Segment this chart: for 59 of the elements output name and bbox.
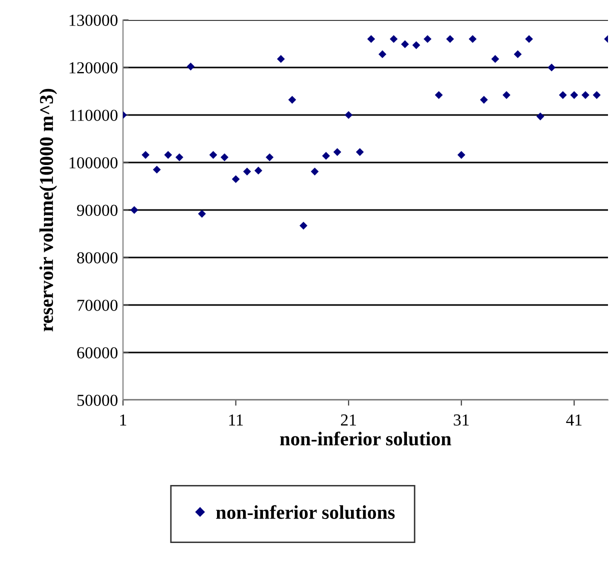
x-tick-label: 41 [566, 414, 582, 426]
point [232, 175, 240, 184]
point [401, 40, 409, 48]
point [378, 50, 386, 58]
point [570, 91, 578, 99]
point [254, 166, 262, 175]
x-axis-title: non-inferior solution [280, 432, 452, 446]
y-tick-label: 90000 [77, 204, 118, 216]
point [175, 153, 184, 162]
point [536, 112, 544, 120]
y-tick-label: 110000 [70, 110, 118, 121]
y-tick-label: 80000 [77, 252, 118, 264]
point [468, 35, 477, 43]
point [480, 96, 488, 104]
y-tick-label: 130000 [70, 14, 118, 26]
x-tick-label: 31 [454, 414, 469, 426]
point [446, 35, 454, 43]
point [390, 35, 398, 43]
y-tick-label: 70000 [78, 300, 118, 311]
point [198, 210, 206, 218]
x-tick-label: 11 [229, 414, 243, 426]
point [356, 148, 364, 156]
point [582, 91, 590, 99]
point [142, 150, 150, 159]
point [558, 91, 567, 99]
point [457, 150, 466, 159]
y-tick-label: 50000 [77, 394, 118, 406]
point [300, 222, 308, 230]
point [243, 168, 251, 176]
y-tick-label: 60000 [77, 347, 118, 358]
point [367, 35, 376, 43]
y-tick-label: 120000 [70, 62, 118, 74]
point [288, 96, 296, 104]
point [424, 35, 432, 43]
point [164, 150, 172, 159]
legend-label: non-inferior solutions [216, 505, 395, 520]
y-axis-title: reservoir volume(10000 m^3) [39, 88, 58, 332]
point [412, 41, 420, 50]
point [209, 150, 218, 159]
point [344, 111, 353, 119]
point [310, 168, 319, 176]
point [276, 55, 285, 63]
point [592, 91, 601, 99]
x-tick-label: 21 [340, 414, 356, 426]
point [322, 152, 330, 160]
point [491, 55, 500, 63]
point [130, 206, 138, 214]
point [333, 148, 342, 156]
point [548, 64, 556, 72]
point [514, 50, 522, 58]
point [525, 35, 533, 43]
x-tick-label: 1 [120, 414, 126, 426]
point [434, 91, 443, 99]
point [152, 166, 161, 174]
y-tick-label: 100000 [70, 157, 118, 168]
point [220, 153, 228, 162]
point [266, 153, 274, 162]
point [186, 62, 195, 70]
point [502, 91, 510, 99]
